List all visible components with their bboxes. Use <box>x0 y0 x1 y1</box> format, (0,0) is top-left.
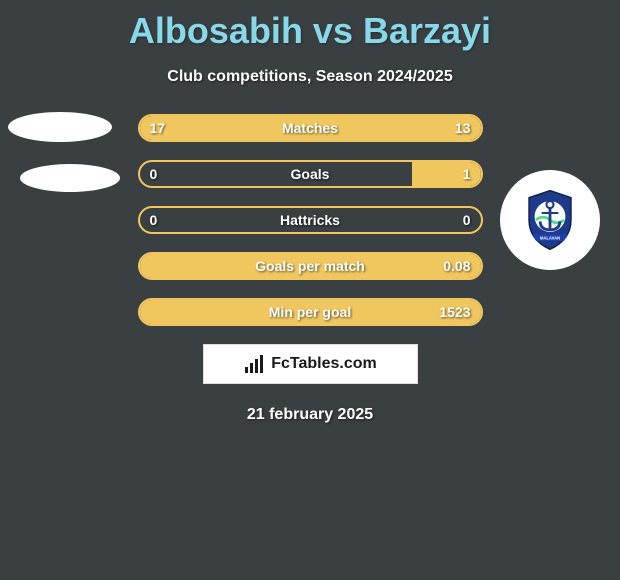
brand-box[interactable]: FcTables.com <box>203 344 418 384</box>
stat-bar: Goals per match0.08 <box>138 252 483 280</box>
stats-container: MALAVAN 17Matches130Goals10Hattricks0Goa… <box>0 114 620 326</box>
brand-text: FcTables.com <box>271 355 377 373</box>
page-subtitle: Club competitions, Season 2024/2025 <box>0 68 620 86</box>
stat-value-right: 0.08 <box>443 258 470 274</box>
player-left-placeholder-2 <box>20 164 120 192</box>
stat-bar: 0Hattricks0 <box>138 206 483 234</box>
anchor-shield-icon: MALAVAN <box>515 185 585 255</box>
stat-label: Matches <box>140 120 481 136</box>
player-left-placeholder-1 <box>8 112 112 142</box>
stat-bar: 17Matches13 <box>138 114 483 142</box>
stat-value-right: 1 <box>463 166 471 182</box>
date-label: 21 february 2025 <box>0 406 620 424</box>
stat-label: Goals <box>140 166 481 182</box>
svg-text:MALAVAN: MALAVAN <box>540 236 560 241</box>
stat-value-right: 13 <box>455 120 471 136</box>
team-logo-right: MALAVAN <box>500 170 600 270</box>
stat-value-right: 0 <box>463 212 471 228</box>
stat-label: Min per goal <box>140 304 481 320</box>
stat-label: Goals per match <box>140 258 481 274</box>
stat-bar: 0Goals1 <box>138 160 483 188</box>
bars-icon <box>243 353 265 375</box>
page-title: Albosabih vs Barzayi <box>0 0 620 52</box>
stat-value-right: 1523 <box>439 304 470 320</box>
stat-bar: Min per goal1523 <box>138 298 483 326</box>
stat-label: Hattricks <box>140 212 481 228</box>
